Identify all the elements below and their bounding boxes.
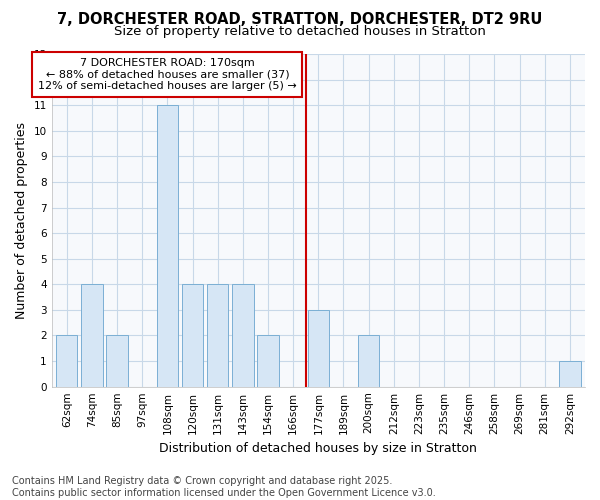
Bar — [207, 284, 229, 386]
Text: 7, DORCHESTER ROAD, STRATTON, DORCHESTER, DT2 9RU: 7, DORCHESTER ROAD, STRATTON, DORCHESTER… — [58, 12, 542, 28]
Bar — [257, 336, 279, 386]
Y-axis label: Number of detached properties: Number of detached properties — [15, 122, 28, 319]
Bar — [559, 361, 581, 386]
Bar — [308, 310, 329, 386]
Bar — [106, 336, 128, 386]
X-axis label: Distribution of detached houses by size in Stratton: Distribution of detached houses by size … — [160, 442, 477, 455]
Bar — [232, 284, 254, 386]
Bar — [182, 284, 203, 386]
Bar — [358, 336, 379, 386]
Text: Contains HM Land Registry data © Crown copyright and database right 2025.
Contai: Contains HM Land Registry data © Crown c… — [12, 476, 436, 498]
Bar — [81, 284, 103, 386]
Bar — [56, 336, 77, 386]
Text: 7 DORCHESTER ROAD: 170sqm
← 88% of detached houses are smaller (37)
12% of semi-: 7 DORCHESTER ROAD: 170sqm ← 88% of detac… — [38, 58, 297, 91]
Text: Size of property relative to detached houses in Stratton: Size of property relative to detached ho… — [114, 25, 486, 38]
Bar — [157, 105, 178, 386]
